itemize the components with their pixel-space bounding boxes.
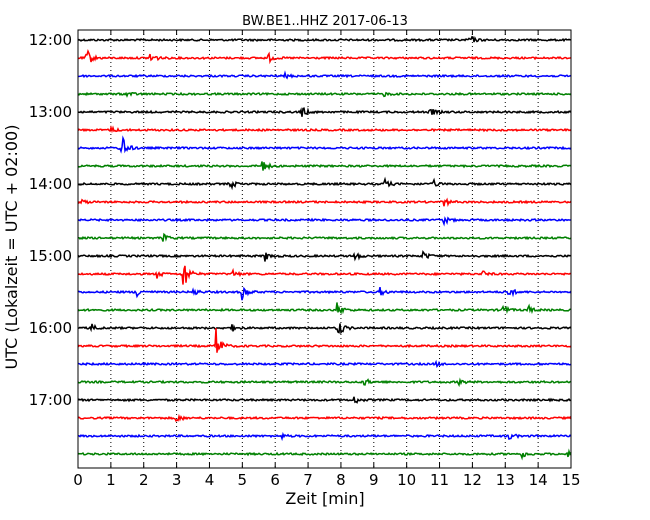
grid-lines <box>110 30 539 468</box>
trace-line <box>77 107 572 117</box>
x-axis-label: Zeit [min] <box>285 489 364 508</box>
x-tick-label: 15 <box>561 471 580 489</box>
plot-frame <box>77 29 572 469</box>
trace-line <box>77 161 572 171</box>
trace-line <box>77 359 572 368</box>
y-tick-label: 14:00 <box>29 175 72 193</box>
trace-line <box>77 396 572 404</box>
x-tick-label: 6 <box>270 471 280 489</box>
x-tick-label: 9 <box>369 471 379 489</box>
y-tick-label: 13:00 <box>29 103 72 121</box>
x-tick-label: 12 <box>463 471 482 489</box>
x-tick-label: 0 <box>73 471 83 489</box>
trace-line <box>77 448 572 461</box>
trace-line <box>77 265 572 285</box>
axis-ticks <box>77 30 572 468</box>
trace-line <box>77 377 572 388</box>
y-tick-label: 17:00 <box>29 391 72 409</box>
x-tick-label: 14 <box>529 471 548 489</box>
x-tick-label: 10 <box>397 471 416 489</box>
x-tick-label: 1 <box>106 471 116 489</box>
trace-line <box>77 135 572 154</box>
x-tick-label: 13 <box>496 471 515 489</box>
trace-lines <box>77 35 572 461</box>
trace-line <box>77 91 572 98</box>
x-tick-label: 8 <box>336 471 346 489</box>
chart-title: BW.BE1..HHZ 2017-06-13 <box>242 14 408 29</box>
trace-line <box>77 413 572 423</box>
trace-line <box>77 35 572 43</box>
x-tick-label: 3 <box>172 471 182 489</box>
x-tick-label: 5 <box>238 471 248 489</box>
trace-line <box>77 286 572 301</box>
x-tick-label: 2 <box>139 471 149 489</box>
y-tick-label: 16:00 <box>29 319 72 337</box>
trace-line <box>78 232 572 242</box>
trace-line <box>77 250 572 262</box>
trace-line <box>77 302 571 315</box>
y-tick-label: 15:00 <box>29 247 72 265</box>
y-tick-label: 12:00 <box>29 31 72 49</box>
x-tick-labels: 0 1 2 3 4 5 6 7 8 9 10 11 12 13 14 15 <box>73 471 580 489</box>
trace-line <box>77 49 572 65</box>
trace-line <box>77 176 572 191</box>
trace-line <box>77 323 572 335</box>
y-tick-labels: 12:00 13:00 14:00 15:00 16:00 17:00 <box>29 31 72 409</box>
x-tick-label: 11 <box>430 471 449 489</box>
trace-line <box>77 125 572 134</box>
trace-line <box>77 431 572 442</box>
trace-line <box>77 70 572 80</box>
x-tick-label: 7 <box>303 471 313 489</box>
trace-line <box>77 216 571 227</box>
x-tick-label: 4 <box>205 471 215 489</box>
y-axis-label: UTC (Lokalzeit = UTC + 02:00) <box>2 125 21 370</box>
trace-line <box>77 327 572 353</box>
trace-line <box>77 197 572 208</box>
